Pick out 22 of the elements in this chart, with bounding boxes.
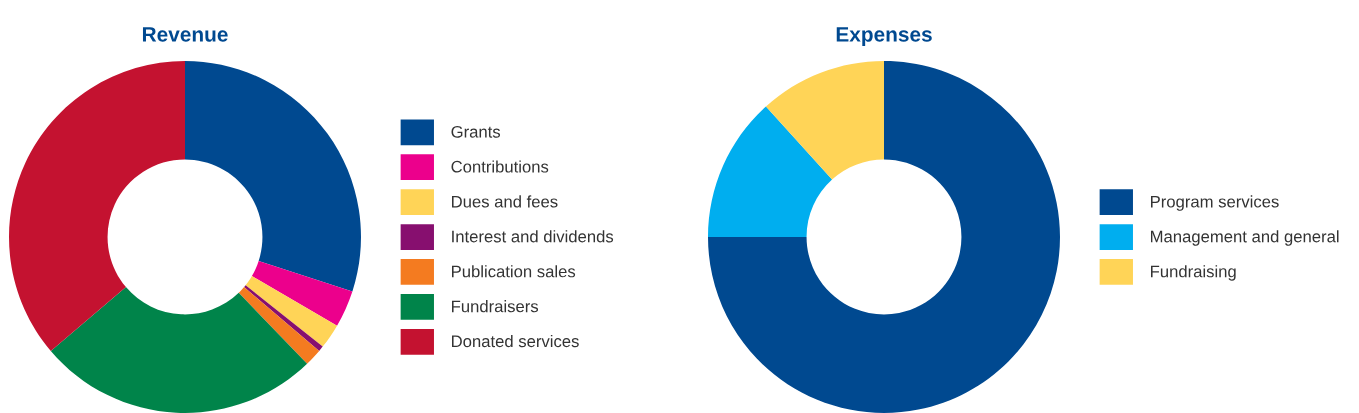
donut-slice: [9, 61, 185, 351]
donut-slice: [765, 61, 884, 180]
legend-label: Donated services: [452, 334, 579, 348]
legend-label: Interest and dividends: [452, 230, 614, 243]
legend-label: Grants: [451, 125, 501, 138]
donut-slice: [50, 287, 308, 413]
donut-slice: [238, 287, 320, 364]
chart-title: Expenses: [836, 27, 932, 46]
chart-title: Revenue: [142, 27, 228, 42]
legend-label: Dues and fees: [452, 195, 558, 208]
donut-slice: [244, 285, 323, 351]
legend-label: Fundraisers: [452, 300, 539, 313]
donut-slice: [245, 276, 338, 347]
legend-label: Program services: [1151, 195, 1279, 211]
donut-slice: [708, 106, 833, 237]
donut-slice: [251, 260, 353, 326]
legend-label: Fundraising: [1151, 265, 1236, 281]
legend-label: Publication sales: [452, 265, 576, 278]
donut-slice: [185, 61, 361, 292]
legend-label: Contributions: [451, 160, 549, 173]
legend-label: Management and general: [1151, 230, 1339, 246]
donut-slice: [708, 61, 1060, 413]
